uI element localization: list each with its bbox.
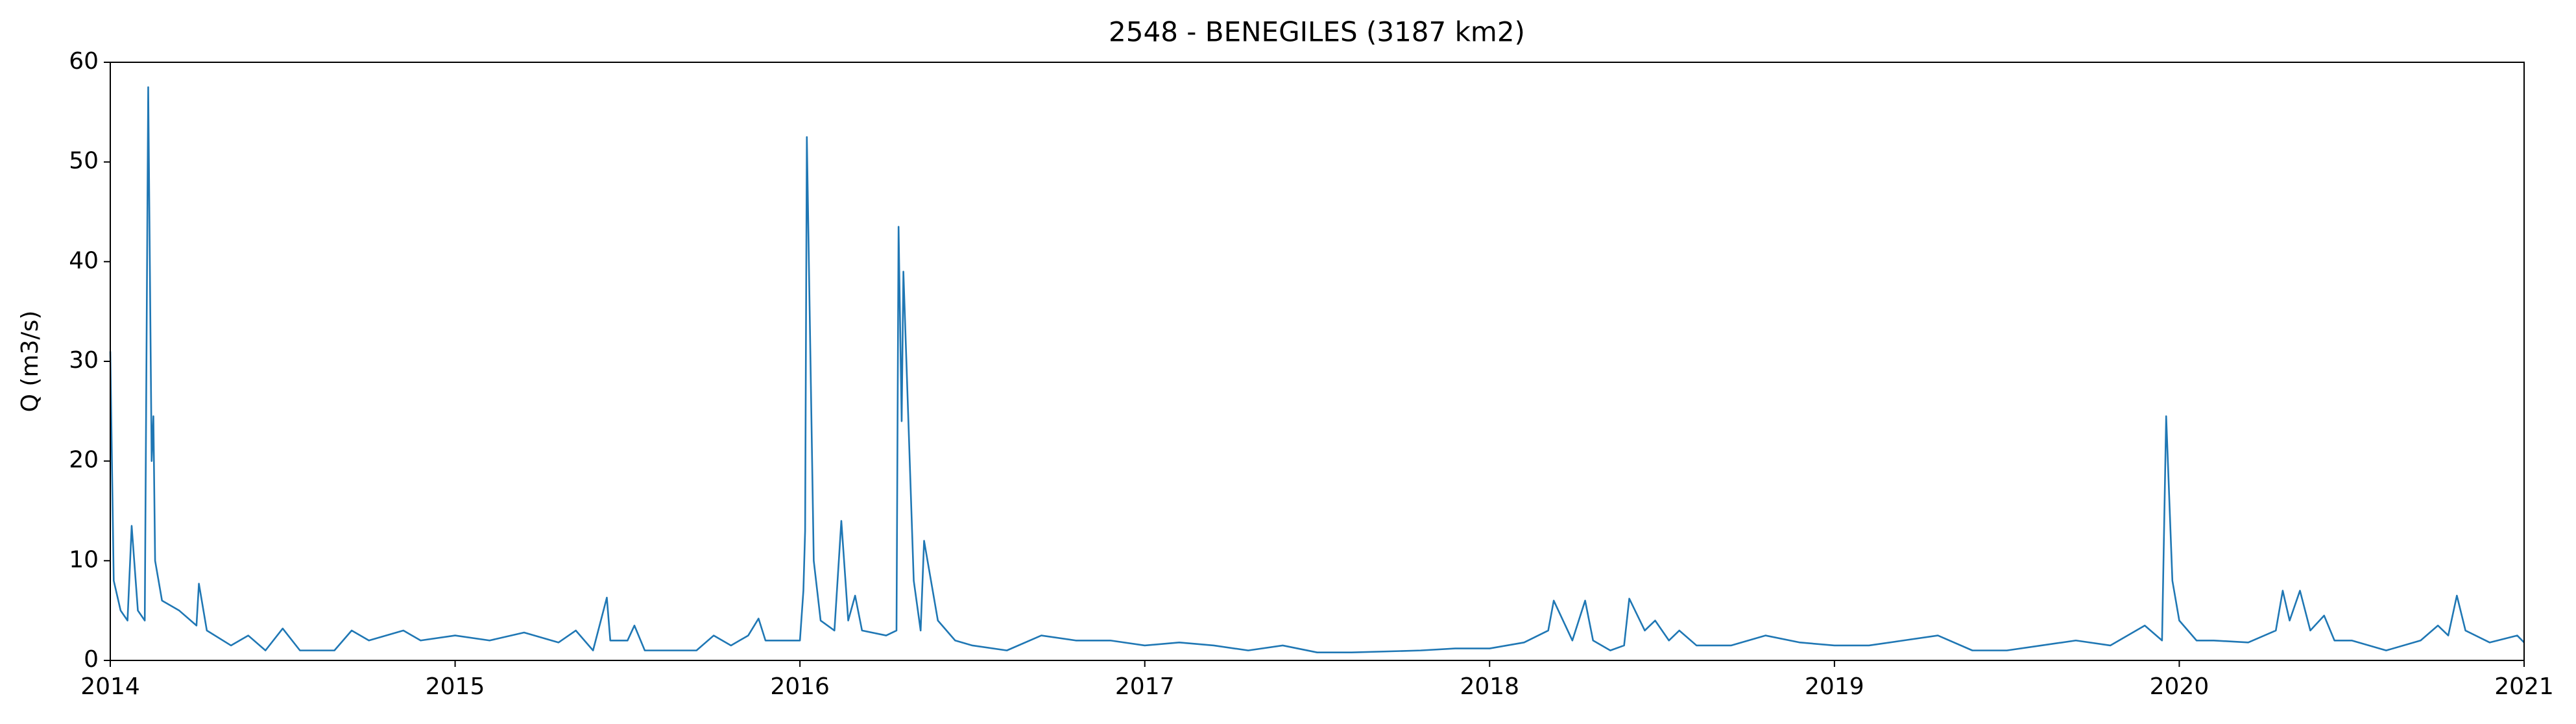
x-tick-label: 2019: [1805, 673, 1864, 700]
x-tick-label: 2017: [1115, 673, 1175, 700]
y-axis-label: Q (m3/s): [17, 311, 43, 413]
x-tick-label: 2021: [2494, 673, 2554, 700]
x-tick-label: 2018: [1460, 673, 1519, 700]
x-tick-label: 2015: [426, 673, 485, 700]
y-tick-label: 50: [69, 148, 99, 175]
y-tick-label: 60: [69, 48, 99, 75]
data-line: [109, 86, 2525, 654]
y-tick-label: 20: [69, 447, 99, 474]
y-tick-label: 30: [69, 347, 99, 374]
y-tick-label: 40: [69, 247, 99, 274]
x-tick-label: 2016: [770, 673, 830, 700]
plot-frame: [110, 62, 2525, 661]
chart-title: 2548 - BENEGILES (3187 km2): [1109, 16, 1525, 48]
x-tick-label: 2014: [80, 673, 140, 700]
x-tick-label: 2020: [2150, 673, 2209, 700]
y-tick-label: 10: [69, 546, 99, 573]
y-tick-label: 0: [84, 646, 99, 673]
